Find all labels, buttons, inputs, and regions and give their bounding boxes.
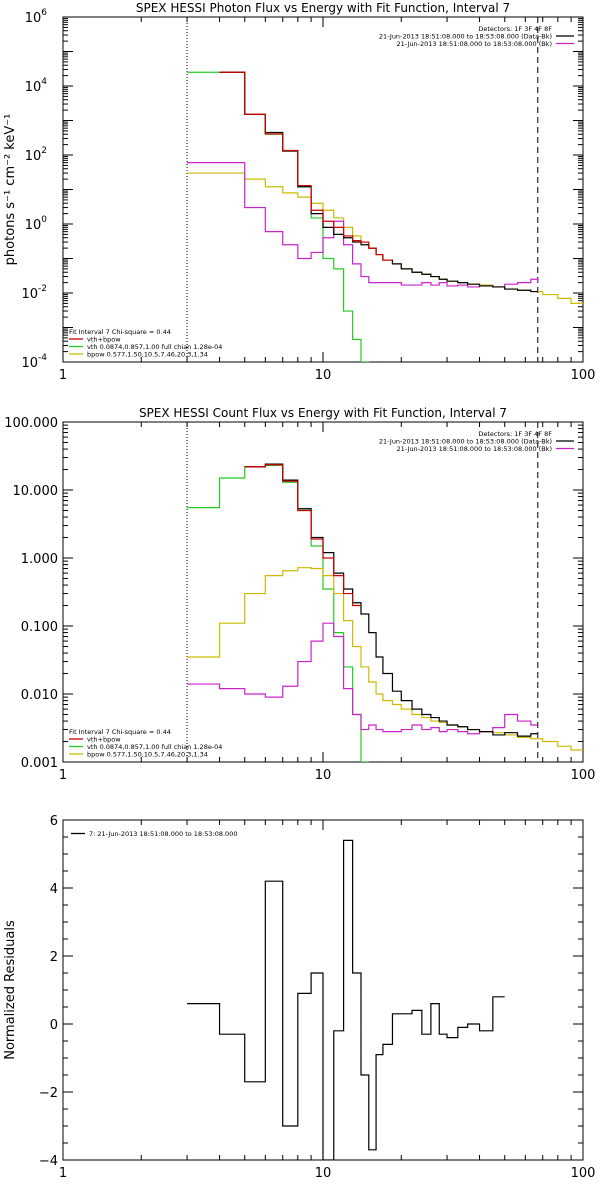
- y-tick-label: −4: [39, 1154, 58, 1169]
- count-y-axis: 0.001 0.010 0.100 1.000 10.000 100.000: [4, 416, 583, 771]
- legend-label: vth 0.0874,0.857,1.00 full chian 1.28e-0…: [87, 343, 222, 351]
- series-line-vth: [187, 464, 369, 762]
- y-tick-label: 1.000: [21, 552, 58, 567]
- photon-y-axis-label: photons s⁻¹ cm⁻² keV⁻¹: [3, 114, 18, 266]
- count-chart: SPEX HESSI Count Flux vs Energy with Fit…: [4, 406, 595, 783]
- y-tick-label: 100: [25, 215, 48, 233]
- series-line-data: [219, 71, 538, 293]
- y-tick-label: 10.000: [13, 484, 59, 499]
- y-tick-label: 0.001: [21, 756, 58, 771]
- legend-label: vth+bpow: [87, 736, 121, 744]
- y-tick-label: 4: [50, 882, 58, 897]
- series-line-bpow: [187, 567, 583, 751]
- series-line-vth: [187, 71, 370, 362]
- y-tick-label: 100.000: [4, 416, 58, 431]
- series-line-background: [187, 622, 538, 735]
- x-tick-label: 1: [59, 768, 67, 783]
- y-tick-label: 10-2: [21, 284, 47, 302]
- x-tick-label: 10: [315, 768, 332, 783]
- y-tick-label: 2: [50, 950, 58, 965]
- y-tick-label: 0: [50, 1018, 58, 1033]
- series-line-background: [187, 162, 539, 288]
- photon-series: [187, 71, 583, 362]
- count-legend-legend_bl: Fit Interval 7 Chi-square = 0.44vth+bpow…: [69, 728, 222, 759]
- legend-label: 21-Jun-2013 18:51:08.000 to 18:53:08.000…: [379, 438, 552, 446]
- photon-legend-legend_bl: Fit Interval 7 Chi-square = 0.44vth+bpow…: [69, 328, 222, 359]
- legend-label: vth 0.0874,0.857,1.00 full chian 1.28e-0…: [87, 743, 222, 751]
- x-tick-label: 1: [59, 1166, 67, 1181]
- legend-header: Detectors: 1F 3F 4F 8F: [478, 25, 552, 33]
- count-x-axis: 1 10 100: [59, 422, 596, 783]
- x-tick-label: 10: [315, 368, 332, 383]
- series-line-total_fit: [244, 464, 361, 607]
- y-tick-label: −2: [39, 1086, 58, 1101]
- residuals-y-axis: −4 −2 0 2 4 6: [39, 814, 583, 1169]
- legend-header: Fit Interval 7 Chi-square = 0.44: [69, 728, 171, 736]
- y-tick-label: 106: [25, 8, 48, 26]
- legend-label: bpow 0.577,1.50,10.5,7.46,20.3,1.34: [87, 751, 208, 759]
- x-tick-label: 10: [315, 1166, 332, 1181]
- y-tick-label: 102: [25, 146, 47, 164]
- y-tick-label: 0.010: [21, 688, 58, 703]
- residuals-x-axis: 1 10 100: [59, 820, 596, 1181]
- series-line-data: [244, 463, 538, 737]
- legend-label: 21-Jun-2013 18:51:08.000 to 18:53:08.000…: [397, 445, 552, 453]
- photon-plot-frame: [62, 16, 584, 363]
- count-plot-frame: [62, 421, 584, 763]
- residuals-y-axis-label: Normalized Residuals: [3, 920, 18, 1060]
- x-tick-label: 100: [571, 768, 596, 783]
- photon-y-axis: 10-4 10-2 100 102 104 106: [21, 8, 583, 371]
- series-line-bpow: [187, 172, 583, 304]
- count-chart-title: SPEX HESSI Count Flux vs Energy with Fit…: [139, 406, 507, 420]
- legend-header: Fit Interval 7 Chi-square = 0.44: [69, 328, 171, 336]
- residuals-legend-legend_tl: 7: 21-Jun-2013 18:51:08.000 to 18:53:08.…: [71, 830, 237, 838]
- residuals-chart: 1 10 100 −4 −2 0 2 4 6 Normalized Residuals 7: 21-…: [3, 814, 595, 1181]
- x-tick-label: 100: [571, 1166, 596, 1181]
- y-tick-label: 0.100: [21, 620, 58, 635]
- x-tick-label: 1: [59, 368, 67, 383]
- y-tick-label: 104: [25, 77, 48, 95]
- legend-label: 21-Jun-2013 18:51:08.000 to 18:53:08.000…: [379, 33, 552, 41]
- residuals-series: [187, 839, 505, 1160]
- legend-label: vth+bpow: [87, 336, 121, 344]
- y-tick-label: 10-4: [21, 353, 47, 371]
- legend-label: 21-Jun-2013 18:51:08.000 to 18:53:08.000…: [397, 40, 552, 48]
- legend-label: bpow 0.577,1.50,10.5,7.46,20.3,1.34: [87, 351, 208, 359]
- series-line-data: [187, 839, 505, 1160]
- photon-chart-title: SPEX HESSI Photon Flux vs Energy with Fi…: [136, 1, 510, 15]
- photon-chart: SPEX HESSI Photon Flux vs Energy with Fi…: [3, 1, 596, 383]
- y-tick-label: 6: [50, 814, 58, 829]
- series-line-total_fit: [219, 71, 393, 261]
- legend-header: Detectors: 1F 3F 4F 8F: [478, 430, 552, 438]
- x-tick-label: 100: [571, 368, 596, 383]
- legend-label: 7: 21-Jun-2013 18:51:08.000 to 18:53:08.…: [89, 830, 237, 838]
- count-series: [187, 463, 583, 762]
